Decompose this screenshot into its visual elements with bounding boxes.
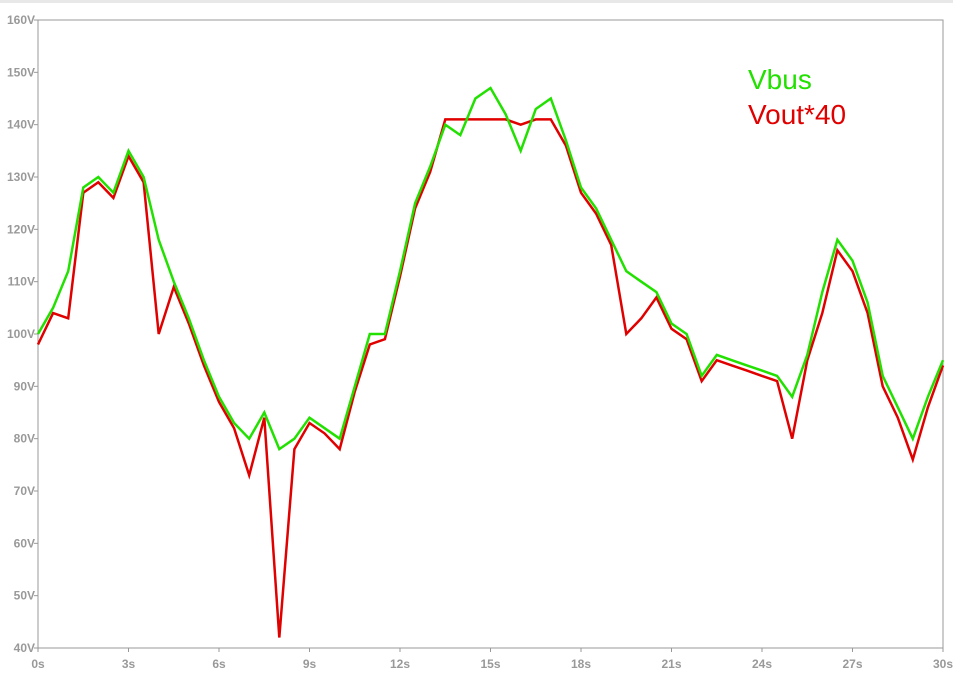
y-tick-label: 100V [7,327,35,341]
x-tick-label: 6s [212,657,226,671]
x-tick-label: 30s [933,657,953,671]
top-bar [0,0,953,3]
x-tick-label: 15s [480,657,500,671]
legend-entry: Vout*40 [748,99,846,130]
x-tick-label: 21s [661,657,681,671]
x-tick-label: 18s [571,657,591,671]
x-tick-label: 24s [752,657,772,671]
x-tick-label: 0s [31,657,45,671]
y-tick-label: 110V [8,275,35,289]
y-tick-label: 70V [14,484,35,498]
y-tick-label: 90V [14,379,35,393]
x-tick-label: 3s [122,657,136,671]
legend-entry: Vbus [748,64,812,95]
y-tick-label: 150V [7,65,35,79]
x-tick-label: 9s [303,657,317,671]
x-tick-label: 12s [390,657,410,671]
y-tick-label: 130V [7,170,35,184]
y-tick-label: 160V [7,13,35,27]
series-line [36,86,945,452]
series-line [36,118,945,638]
x-tick-label: 27s [842,657,862,671]
y-tick-label: 120V [7,222,35,236]
y-tick-label: 50V [14,589,35,603]
y-tick-label: 60V [14,536,35,550]
y-tick-label: 80V [14,432,35,446]
y-tick-label: 140V [7,118,35,132]
y-tick-label: 40V [14,641,35,655]
